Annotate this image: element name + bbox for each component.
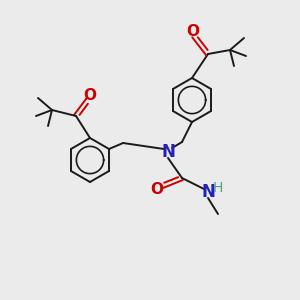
Text: O: O xyxy=(187,23,200,38)
Text: O: O xyxy=(83,88,97,103)
Text: N: N xyxy=(201,183,215,201)
Text: H: H xyxy=(213,181,223,195)
Text: N: N xyxy=(161,143,175,161)
Text: O: O xyxy=(151,182,164,196)
